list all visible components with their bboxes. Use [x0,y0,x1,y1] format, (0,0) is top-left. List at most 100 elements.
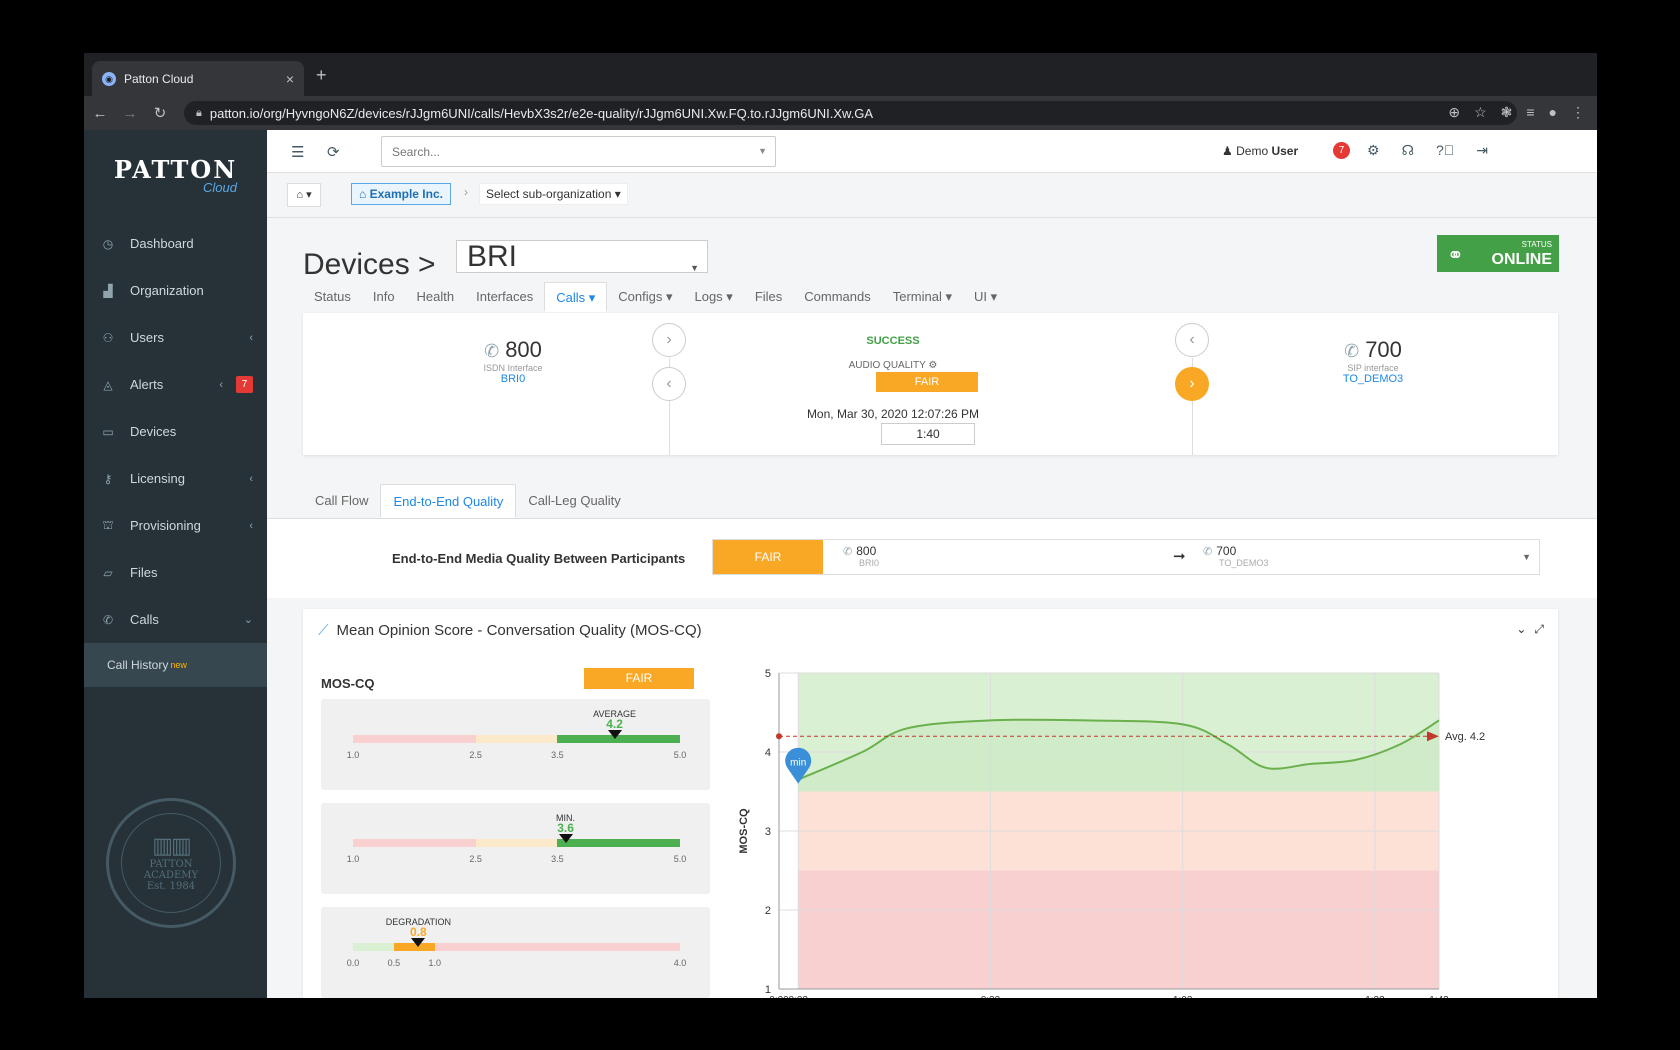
phone-icon: ✆ [484,341,500,361]
sidebar-item-licensing[interactable]: ⚷ Licensing ‹ [84,455,267,502]
chevron-right-button[interactable]: › [652,323,686,357]
callee-interface-link[interactable]: TO_DEMO3 [1342,373,1404,385]
sidebar-item-dashboard[interactable]: ◷ Dashboard [84,220,267,267]
forward-icon[interactable]: → [122,104,138,122]
avg-label: Avg. 4.2 [1445,731,1485,743]
phone-icon: ✆ [1344,341,1360,361]
gauge-tick-label: 5.0 [673,750,687,760]
refresh-icon[interactable]: ⟳ [327,144,340,161]
new-tab-button[interactable]: + [316,65,327,85]
participants-select[interactable]: FAIR ✆ 800 BRI0 ➞ ✆ 700 TO_DEMO3 ▼ [712,539,1540,575]
users-icon: ⚇ [102,330,114,345]
tab-call-flow[interactable]: Call Flow [315,493,369,508]
tab-call-leg-quality[interactable]: Call-Leg Quality [528,493,621,508]
divider [669,358,670,455]
tab-logs[interactable]: Logs ▾ [694,289,733,304]
breadcrumb: ⌂ ▾ ⌂ Example Inc. › Select sub-organiza… [267,173,1597,218]
logout-icon[interactable]: ⇥ [1476,142,1489,158]
suborg-dropdown[interactable]: Select sub-organization ▾ [479,183,628,205]
sidebar-item-alerts[interactable]: ◬ Alerts ‹ 7 [84,361,267,408]
url-field[interactable]: 🔒︎ patton.io/org/HyvngoN6Z/devices/rJJgm… [184,101,1517,125]
mos-chart: 1 2 3 4 5 0:00 0:03 0:33 1:03 1:33 1:43 MOS-CQ Avg. … [738,668,1485,998]
help-icon[interactable]: ?⃝ [1436,142,1455,158]
gauge-track [353,943,680,951]
page-title: Devices > [303,248,436,281]
chevron-right-button[interactable]: › [1175,367,1209,401]
tab-info[interactable]: Info [372,289,395,304]
tab-interfaces[interactable]: Interfaces [476,289,534,304]
notifications-badge[interactable]: 7 [1333,142,1350,159]
profile-icon[interactable]: ● [1548,104,1557,120]
device-select[interactable]: BRI ▼ [456,240,708,273]
tab-files[interactable]: Files [754,289,783,304]
sidebar-item-files[interactable]: ▱ Files [84,549,267,596]
caret-down-icon: ▼ [690,263,699,273]
user-menu[interactable]: ♟ Demo User [1222,144,1298,158]
chevron-left-button[interactable]: ‹ [1175,323,1209,357]
tab-configs[interactable]: Configs ▾ [618,289,673,304]
tab-ui[interactable]: UI ▾ [974,289,998,304]
patton-logo[interactable]: PATTON Cloud [84,130,267,220]
url-text: patton.io/org/HyvngoN6Z/devices/rJJgm6UN… [209,105,874,121]
caller-interface-link[interactable]: BRI0 [500,373,526,385]
gauge-segment [353,735,476,743]
callee-party: ✆ 700 SIP interface TO_DEMO3 [1303,337,1443,385]
chevron-left-icon: ‹ [219,378,223,391]
collapse-icon[interactable]: ⌄ [1516,622,1527,636]
browser-tab[interactable]: ◉ Patton Cloud × [92,61,304,96]
back-icon[interactable]: ← [92,104,108,122]
gauge-tick-label: 0.5 [387,958,401,968]
sidebar-item-devices[interactable]: ▭ Devices [84,408,267,455]
sidebar-item-call-history[interactable]: Call History new [84,643,267,687]
phone-icon: ✆ [1203,546,1213,558]
chevron-left-button[interactable]: ‹ [652,367,686,401]
key-icon: ⚷ [103,471,113,486]
gauge-pointer [558,834,573,843]
e2e-from-number: 800 [856,544,877,558]
hamburger-menu-icon[interactable]: ☰ [291,144,305,161]
bookmark-star-icon[interactable]: ☆ [1474,104,1487,120]
new-badge: new [170,660,187,670]
search-placeholder: Search... [392,145,441,159]
y-tick-label: 1 [765,984,771,996]
sidebar-item-label: Provisioning [130,518,201,533]
fullscreen-icon[interactable]: ⤢ [1534,622,1544,636]
sidebar-item-organization[interactable]: ▟ Organization [84,267,267,314]
browser-toolbar-icons: ⊕ ☆ ❃ ≡ ● ⋮ [1448,104,1585,121]
browser-menu-icon[interactable]: ⋮ [1571,104,1585,120]
tab-commands[interactable]: Commands [804,289,871,304]
search-input[interactable]: Search... ▼ [381,136,776,167]
headset-icon[interactable]: ☊ [1401,142,1414,158]
gauge-tick-label: 4.0 [673,958,687,968]
gauge-track [353,839,680,847]
close-tab-icon[interactable]: × [285,70,294,87]
gear-icon[interactable]: ⚙ [1367,142,1380,158]
min-marker-pin [785,747,812,784]
avg-arrow [1427,731,1439,742]
quality-band [798,870,1439,989]
sidebar-item-calls[interactable]: ✆ Calls ⌄ [84,596,267,643]
sidebar: PATTON Cloud ◷ Dashboard ▟ Organization ⚇ U… [84,130,267,998]
gauge-tick-label: 2.5 [469,750,482,760]
sidebar-item-users[interactable]: ⚇ Users ‹ [84,314,267,361]
mos-label: MOS-CQ [321,676,375,691]
tab-terminal[interactable]: Terminal ▾ [892,289,952,304]
tab-end-to-end-quality[interactable]: End-to-End Quality [380,484,517,518]
e2e-rating-badge: FAIR [713,540,823,574]
home-dropdown[interactable]: ⌂ ▾ [287,183,321,207]
y-tick-label: 4 [765,747,771,759]
breadcrumb-org[interactable]: ⌂ Example Inc. [351,183,451,205]
phone-icon: ✆ [102,612,114,627]
extension-icon[interactable]: ❃ [1500,104,1513,120]
sidebar-item-provisioning[interactable]: ⛫ Provisioning ‹ [84,502,267,549]
gauge-tick-label: 1.0 [346,854,360,864]
home-icon: ⌂ [359,187,367,201]
tab-calls[interactable]: Calls ▾ [544,282,608,312]
tab-health[interactable]: Health [416,289,455,304]
install-icon[interactable]: ⊕ [1448,104,1461,120]
tab-status[interactable]: Status [314,289,351,304]
mos-title-text: Mean Opinion Score - Conversation Qualit… [336,622,702,639]
media-icon[interactable]: ≡ [1526,104,1535,120]
reload-icon[interactable]: ↻ [153,105,167,122]
caller-interface-type: ISDN Interface [483,363,543,373]
